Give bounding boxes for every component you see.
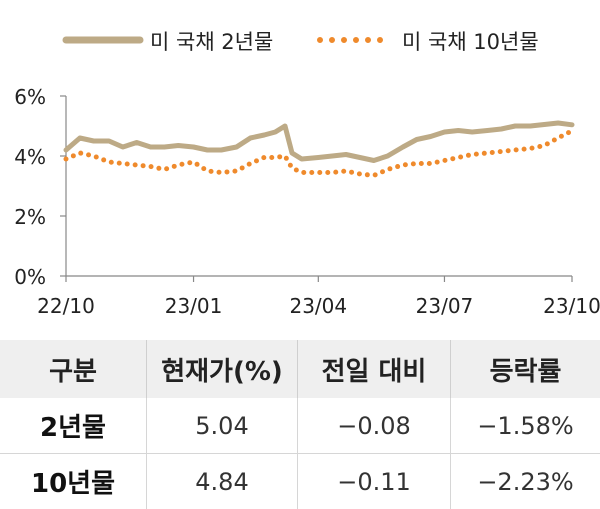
y-tick-label: 4% xyxy=(14,145,46,169)
cell-change: −0.08 xyxy=(298,398,451,454)
cell-current: 5.04 xyxy=(147,398,298,454)
header-change: 전일 대비 xyxy=(298,340,451,398)
yield-line-chart: 미 국채 2년물 미 국채 10년물 0% 2% 4% 6% 22/10 23/01 23… xyxy=(0,0,600,340)
table-header-row: 구분 현재가(%) 전일 대비 등락률 xyxy=(0,340,600,398)
header-rate: 등락률 xyxy=(451,340,600,398)
x-tick-label: 23/04 xyxy=(289,294,347,318)
header-category: 구분 xyxy=(0,340,147,398)
legend-label-10y: 미 국채 10년물 xyxy=(402,30,539,54)
cell-rate: −2.23% xyxy=(451,454,600,509)
series-line-2y xyxy=(66,123,572,161)
legend: 미 국채 2년물 미 국채 10년물 xyxy=(66,30,539,54)
series-line-10y xyxy=(66,131,572,176)
x-tick-label: 22/10 xyxy=(37,294,95,318)
y-ticks: 0% 2% 4% 6% xyxy=(14,85,66,289)
header-current: 현재가(%) xyxy=(147,340,298,398)
cell-change: −0.11 xyxy=(298,454,451,509)
x-tick-label: 23/01 xyxy=(165,294,223,318)
series-lines xyxy=(66,123,572,176)
x-ticks: 22/10 23/01 23/04 23/07 23/10 xyxy=(37,276,600,318)
legend-label-2y: 미 국채 2년물 xyxy=(150,30,273,54)
cell-rate: −1.58% xyxy=(451,398,600,454)
y-tick-label: 6% xyxy=(14,85,46,109)
y-tick-label: 0% xyxy=(14,265,46,289)
cell-current: 4.84 xyxy=(147,454,298,509)
row-label: 10년물 xyxy=(0,454,147,509)
table-row: 10년물 4.84 −0.11 −2.23% xyxy=(0,454,600,509)
row-label: 2년물 xyxy=(0,398,147,454)
x-tick-label: 23/07 xyxy=(416,294,474,318)
y-tick-label: 2% xyxy=(14,205,46,229)
table-row: 2년물 5.04 −0.08 −1.58% xyxy=(0,398,600,454)
x-tick-label: 23/10 xyxy=(543,294,600,318)
yield-table: 구분 현재가(%) 전일 대비 등락률 2년물 5.04 −0.08 −1.58… xyxy=(0,340,600,509)
